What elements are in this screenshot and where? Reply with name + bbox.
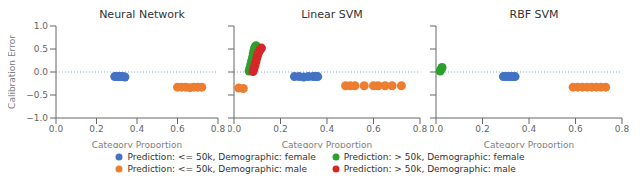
svg-text:0.5: 0.5 bbox=[34, 44, 48, 54]
html-text:Linear SVM: Linear SVM bbox=[301, 8, 363, 21]
svg-text:0.0: 0.0 bbox=[228, 124, 241, 134]
html-text:Prediction: > 50k, Demographic: Prediction: > 50k, Demographic: female bbox=[343, 152, 525, 162]
svg-text:Category Proportion: Category Proportion bbox=[92, 140, 182, 148]
svg-text:0.8: 0.8 bbox=[211, 124, 226, 134]
svg-text:0.2: 0.2 bbox=[273, 124, 287, 134]
svg-text:−1.0: −1.0 bbox=[26, 113, 48, 123]
html-text:Prediction: <= 50k, Demographi: Prediction: <= 50k, Demographic: female bbox=[127, 152, 316, 162]
svg-text:0.0: 0.0 bbox=[49, 124, 64, 134]
html-text:Prediction: > 50k, Demographic: Prediction: > 50k, Demographic: male bbox=[343, 164, 516, 174]
svg-text:−0.5: −0.5 bbox=[26, 90, 48, 100]
svg-text:Calibration Error: Calibration Error bbox=[8, 35, 17, 109]
svg-text:0.0: 0.0 bbox=[34, 67, 49, 77]
svg-text:1.0: 1.0 bbox=[34, 22, 49, 31]
html-text:Prediction: <= 50k, Demographi: Prediction: <= 50k, Demographic: male bbox=[127, 164, 308, 174]
html-text:Neural Network: Neural Network bbox=[99, 8, 185, 21]
svg-text:0.6: 0.6 bbox=[170, 124, 185, 134]
svg-text:Category Proportion: Category Proportion bbox=[484, 140, 574, 148]
svg-text:0.2: 0.2 bbox=[475, 124, 489, 134]
html-text:RBF SVM: RBF SVM bbox=[509, 8, 559, 21]
svg-text:0.4: 0.4 bbox=[320, 124, 335, 134]
svg-text:0.2: 0.2 bbox=[89, 124, 103, 134]
svg-text:0.4: 0.4 bbox=[130, 124, 145, 134]
svg-text:0.6: 0.6 bbox=[568, 124, 583, 134]
svg-text:0.0: 0.0 bbox=[430, 124, 443, 134]
svg-text:0.6: 0.6 bbox=[366, 124, 381, 134]
svg-text:0.8: 0.8 bbox=[413, 124, 428, 134]
svg-text:0.8: 0.8 bbox=[615, 124, 630, 134]
svg-text:0.4: 0.4 bbox=[522, 124, 537, 134]
svg-text:Category Proportion: Category Proportion bbox=[282, 140, 372, 148]
